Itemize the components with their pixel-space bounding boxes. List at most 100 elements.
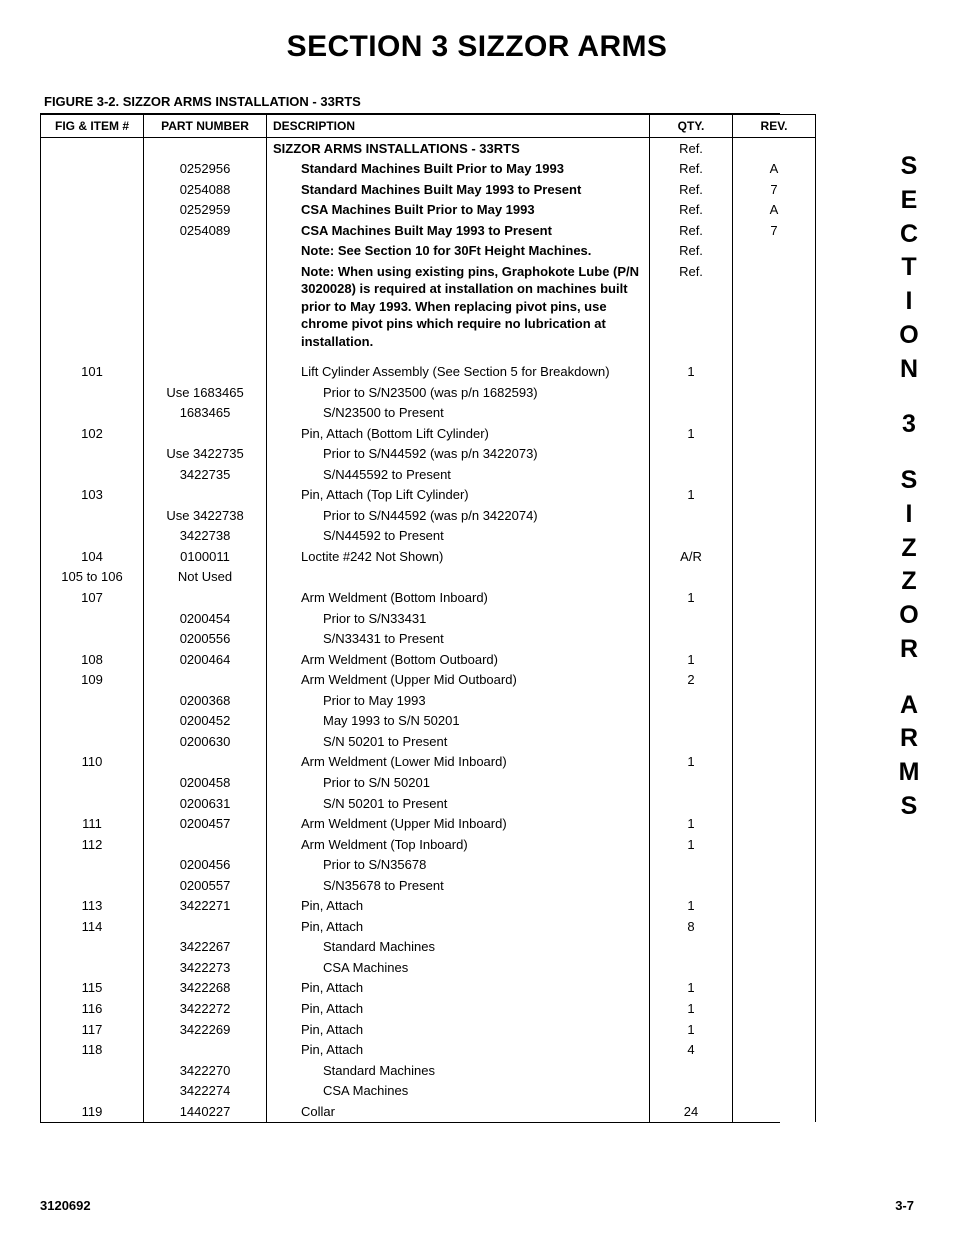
cell-rev — [733, 1060, 816, 1081]
cell-part: 3422270 — [144, 1060, 267, 1081]
cell-fig — [41, 731, 144, 752]
cell-desc: May 1993 to S/N 50201 — [267, 711, 650, 732]
cell-qty: 2 — [650, 670, 733, 691]
parts-table: FIG & ITEM # PART NUMBER DESCRIPTION QTY… — [40, 114, 816, 1122]
cell-rev — [733, 423, 816, 444]
cell-fig — [41, 159, 144, 180]
cell-desc: Prior to S/N33431 — [267, 608, 650, 629]
cell-fig: 104 — [41, 546, 144, 567]
cell-fig — [41, 179, 144, 200]
cell-fig — [41, 444, 144, 465]
cell-qty — [650, 444, 733, 465]
cell-desc: Prior to S/N44592 (was p/n 3422073) — [267, 444, 650, 465]
cell-part — [144, 241, 267, 262]
cell-desc: Standard Machines Built May 1993 to Pres… — [267, 179, 650, 200]
cell-fig — [41, 464, 144, 485]
cell-rev: 7 — [733, 179, 816, 200]
table-row: 107Arm Weldment (Bottom Inboard)1 — [41, 588, 816, 609]
cell-fig: 108 — [41, 649, 144, 670]
cell-rev — [733, 998, 816, 1019]
cell-fig: 109 — [41, 670, 144, 691]
cell-fig — [41, 711, 144, 732]
cell-fig — [41, 937, 144, 958]
table-row: 0254089CSA Machines Built May 1993 to Pr… — [41, 220, 816, 241]
cell-fig — [41, 855, 144, 876]
cell-rev — [733, 485, 816, 506]
cell-part: 3422267 — [144, 937, 267, 958]
cell-rev — [733, 505, 816, 526]
cell-fig — [41, 241, 144, 262]
table-body: SIZZOR ARMS INSTALLATIONS - 33RTSRef.025… — [41, 138, 816, 1122]
cell-rev — [733, 629, 816, 650]
cell-part — [144, 485, 267, 506]
cell-rev — [733, 241, 816, 262]
cell-desc: Prior to May 1993 — [267, 690, 650, 711]
side-tab-letter: I — [892, 498, 926, 532]
cell-rev — [733, 464, 816, 485]
cell-qty — [650, 855, 733, 876]
cell-part: 3422738 — [144, 526, 267, 547]
cell-rev — [733, 916, 816, 937]
table-row: Use 3422735Prior to S/N44592 (was p/n 34… — [41, 444, 816, 465]
cell-part — [144, 752, 267, 773]
cell-desc: Prior to S/N44592 (was p/n 3422074) — [267, 505, 650, 526]
side-tab-letter: O — [892, 319, 926, 353]
cell-rev — [733, 608, 816, 629]
cell-rev — [733, 138, 816, 159]
cell-fig: 107 — [41, 588, 144, 609]
cell-part — [144, 261, 267, 352]
cell-desc: Pin, Attach — [267, 998, 650, 1019]
side-tab-letter: O — [892, 599, 926, 633]
table-row: 3422735S/N445592 to Present — [41, 464, 816, 485]
cell-fig: 114 — [41, 916, 144, 937]
cell-rev: A — [733, 200, 816, 221]
table-row: 0200456Prior to S/N35678 — [41, 855, 816, 876]
cell-desc: Pin, Attach — [267, 896, 650, 917]
cell-qty: 1 — [650, 588, 733, 609]
cell-rev — [733, 649, 816, 670]
side-tab-letter: I — [892, 285, 926, 319]
col-header-qty: QTY. — [650, 115, 733, 138]
side-tab: SECTION3SIZZORARMS — [892, 150, 926, 824]
cell-fig: 117 — [41, 1019, 144, 1040]
table-row: 1133422271Pin, Attach1 — [41, 896, 816, 917]
cell-qty — [650, 1081, 733, 1102]
cell-desc: Pin, Attach (Top Lift Cylinder) — [267, 485, 650, 506]
cell-fig — [41, 505, 144, 526]
cell-qty — [650, 464, 733, 485]
cell-rev — [733, 1019, 816, 1040]
table-row: 1153422268Pin, Attach1 — [41, 978, 816, 999]
cell-part: 0252959 — [144, 200, 267, 221]
cell-rev — [733, 731, 816, 752]
cell-fig — [41, 957, 144, 978]
cell-rev — [733, 711, 816, 732]
cell-rev — [733, 1101, 816, 1122]
cell-part: 0200458 — [144, 772, 267, 793]
cell-part — [144, 423, 267, 444]
cell-desc: Note: When using existing pins, Graphoko… — [267, 261, 650, 352]
cell-fig — [41, 526, 144, 547]
cell-rev — [733, 444, 816, 465]
cell-desc: Pin, Attach — [267, 1040, 650, 1061]
cell-desc: Prior to S/N 50201 — [267, 772, 650, 793]
cell-desc: Prior to S/N23500 (was p/n 1682593) — [267, 382, 650, 403]
cell-fig: 110 — [41, 752, 144, 773]
table-row: 0200556S/N33431 to Present — [41, 629, 816, 650]
cell-fig — [41, 875, 144, 896]
col-header-rev: REV. — [733, 115, 816, 138]
cell-rev — [733, 875, 816, 896]
cell-qty — [650, 875, 733, 896]
table-row: 114Pin, Attach8 — [41, 916, 816, 937]
cell-qty: Ref. — [650, 261, 733, 352]
table-row: 0200557S/N35678 to Present — [41, 875, 816, 896]
cell-desc: Standard Machines — [267, 937, 650, 958]
cell-fig — [41, 772, 144, 793]
cell-qty: 1 — [650, 834, 733, 855]
table-row: 1191440227Collar24 — [41, 1101, 816, 1122]
cell-part: Use 1683465 — [144, 382, 267, 403]
cell-desc: Arm Weldment (Top Inboard) — [267, 834, 650, 855]
cell-rev — [733, 814, 816, 835]
cell-qty — [650, 957, 733, 978]
cell-fig — [41, 382, 144, 403]
cell-rev — [733, 546, 816, 567]
